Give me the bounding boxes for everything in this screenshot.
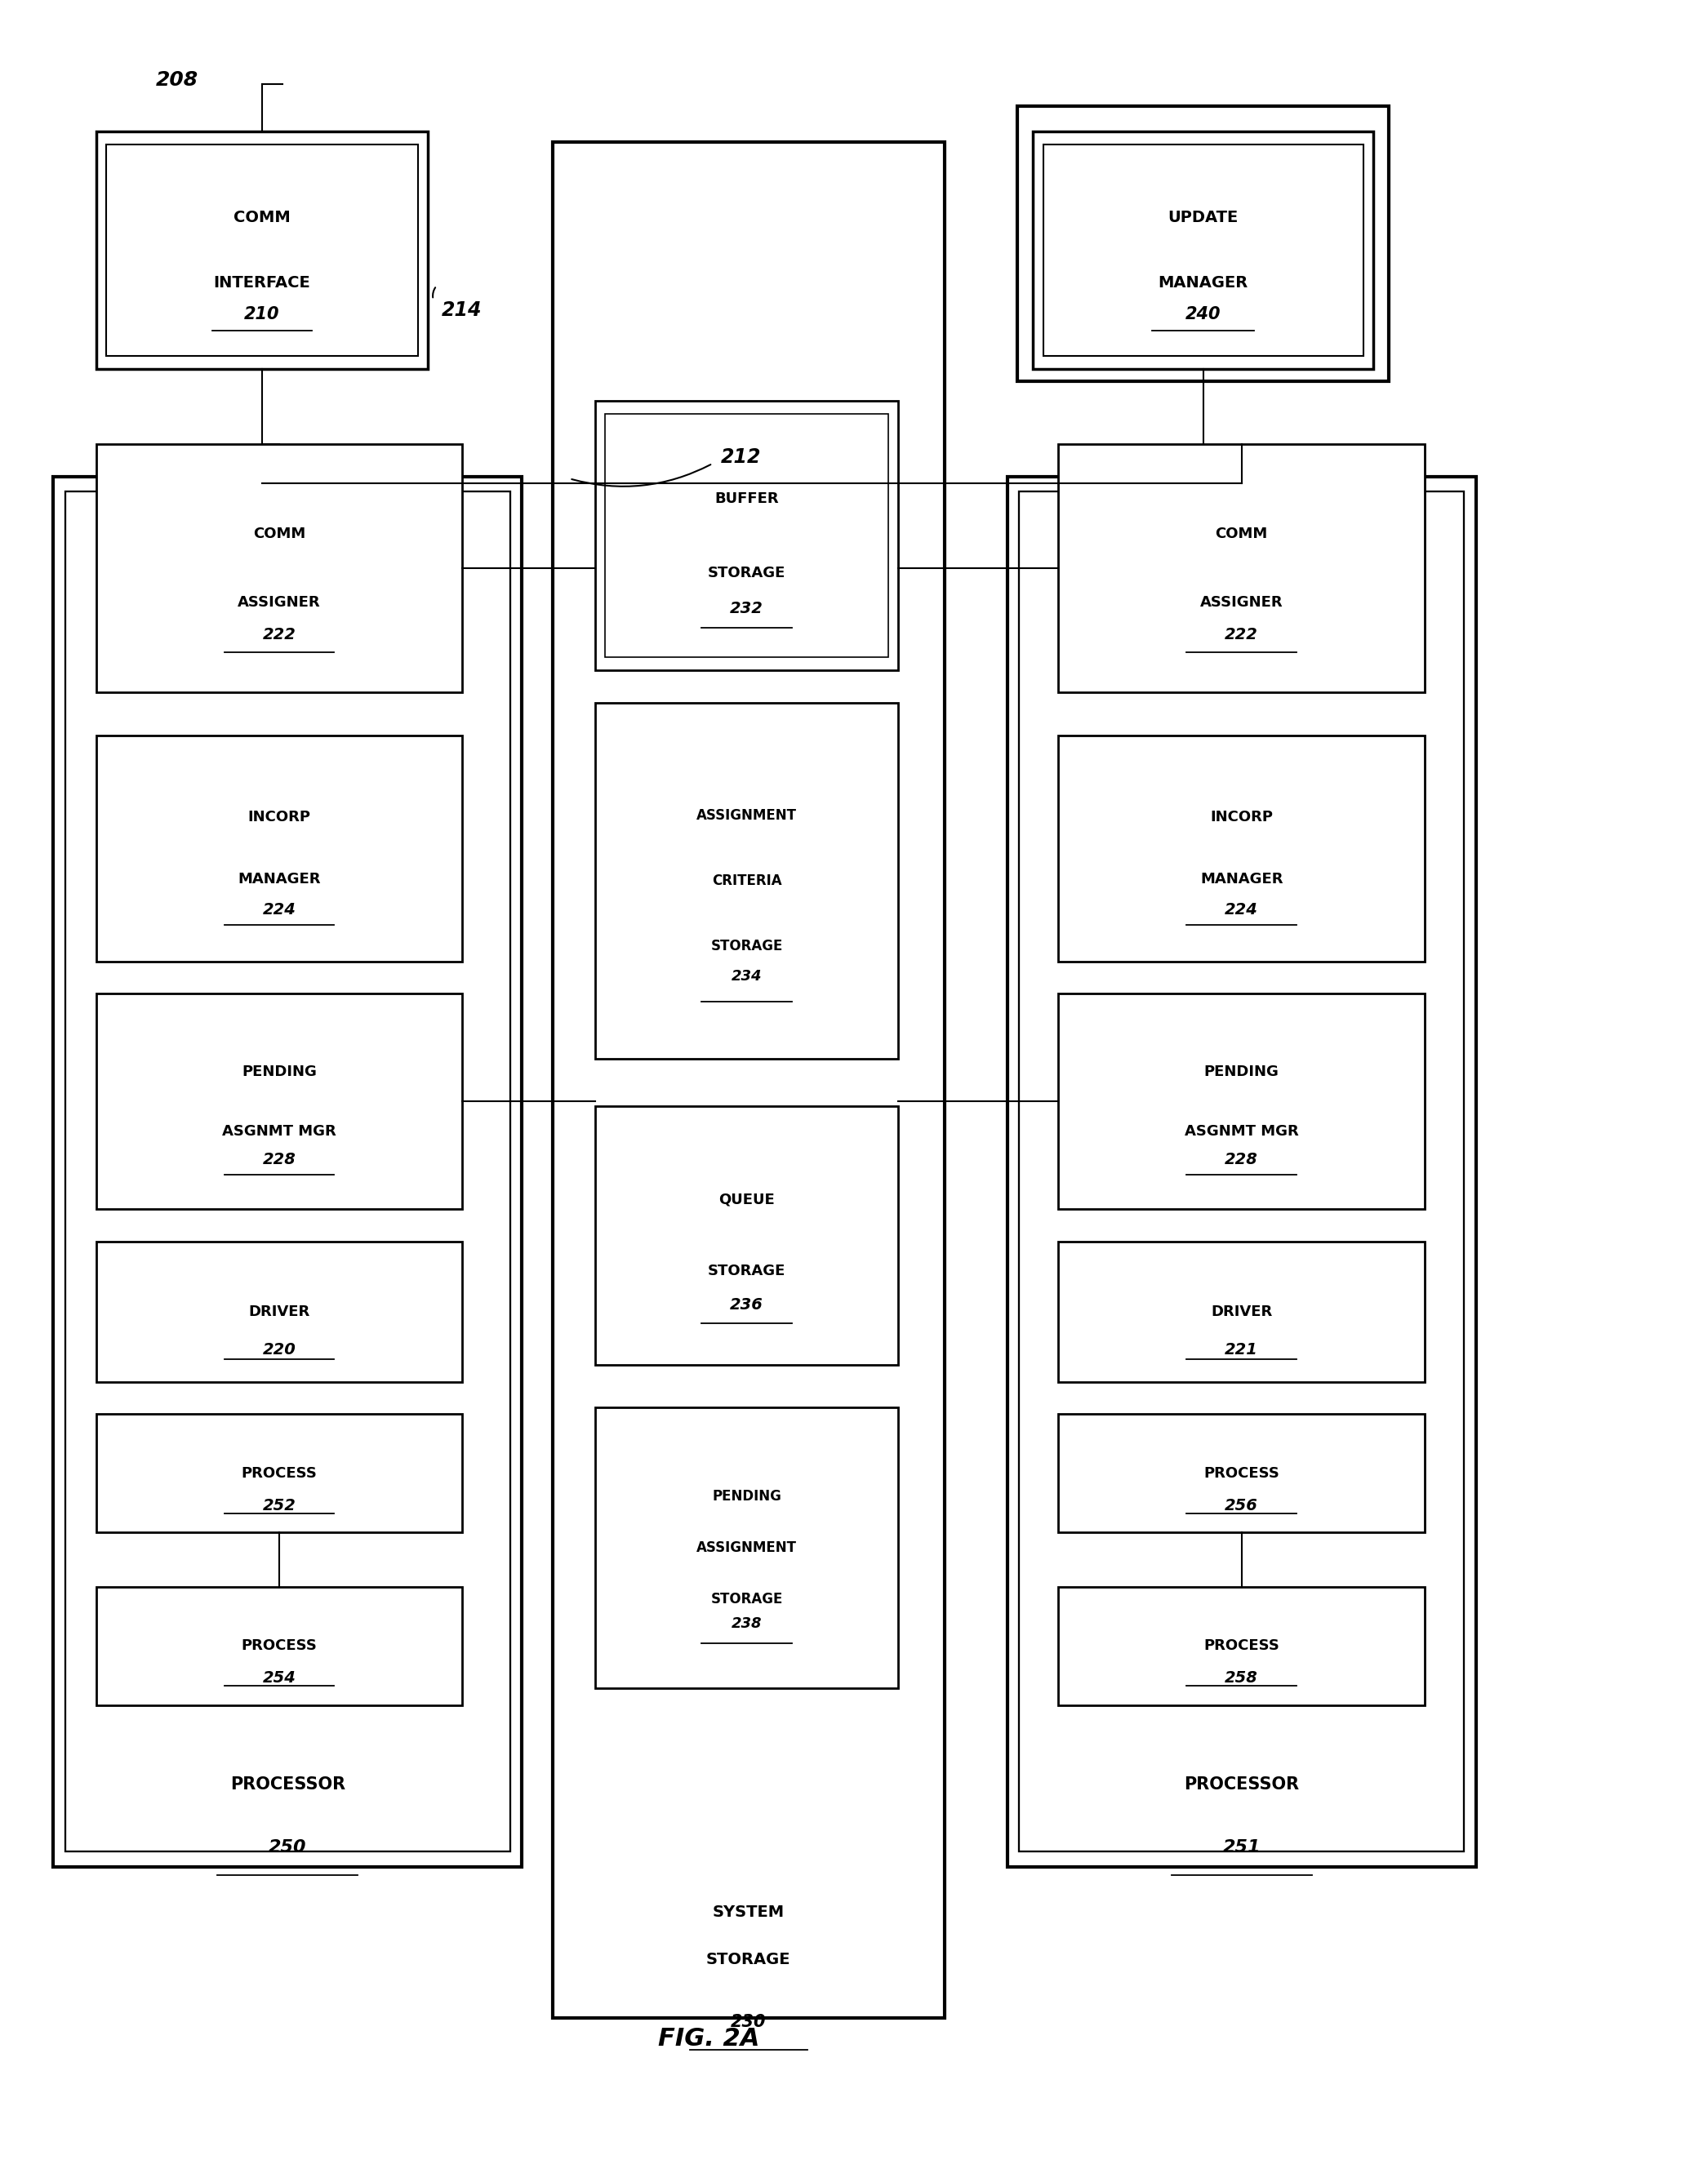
Text: DRIVER: DRIVER [248,1305,309,1320]
Bar [594,1408,898,1687]
FancyArrowPatch shape [572,464,711,486]
Text: INCORP: INCORP [1209,810,1272,825]
Text: 238: 238 [731,1616,762,1631]
Text: 220: 220 [263,1341,295,1356]
Bar [1018,106,1389,382]
Text: PENDING: PENDING [712,1488,781,1503]
Text: COMM: COMM [253,527,306,542]
Text: UPDATE: UPDATE [1168,210,1238,225]
Bar [96,1242,463,1382]
Bar [594,702,898,1058]
Text: COMM: COMM [234,210,290,225]
Text: STORAGE: STORAGE [705,1953,791,1968]
Bar [96,734,463,961]
Text: 254: 254 [263,1670,295,1685]
Text: PROCESS: PROCESS [1204,1467,1279,1482]
Text: MANAGER: MANAGER [1158,274,1249,289]
Text: 222: 222 [263,626,295,644]
Text: ASSIGNMENT: ASSIGNMENT [697,1540,798,1555]
Text: 258: 258 [1225,1670,1259,1685]
FancyArrowPatch shape [432,287,436,298]
Text: 214: 214 [442,300,482,320]
Bar [96,994,463,1210]
Text: INTERFACE: INTERFACE [214,274,311,289]
Text: 228: 228 [263,1151,295,1169]
Bar [106,145,418,356]
Text: MANAGER: MANAGER [237,873,321,888]
Text: SYSTEM: SYSTEM [712,1905,784,1920]
Text: 234: 234 [731,970,762,985]
Text: 224: 224 [1225,901,1259,918]
Text: PENDING: PENDING [241,1065,316,1080]
Bar [1020,492,1464,1851]
Text: 230: 230 [731,2013,767,2030]
Text: 251: 251 [1223,1838,1261,1855]
Text: PROCESSOR: PROCESSOR [1184,1778,1300,1793]
Text: COMM: COMM [1216,527,1267,542]
Text: 210: 210 [244,307,280,322]
Text: PENDING: PENDING [1204,1065,1279,1080]
Bar [53,477,523,1866]
Text: 250: 250 [268,1838,306,1855]
Text: PROCESS: PROCESS [241,1467,318,1482]
Bar [605,415,888,657]
Text: 256: 256 [1225,1497,1259,1514]
Bar [65,492,511,1851]
Text: ASSIGNER: ASSIGNER [237,594,321,609]
Text: FIG. 2A: FIG. 2A [658,2028,760,2052]
Bar [96,1588,463,1704]
Bar [552,143,945,2017]
Text: INCORP: INCORP [248,810,311,825]
Text: ASSIGNER: ASSIGNER [1201,594,1283,609]
Text: 236: 236 [729,1298,763,1313]
Text: STORAGE: STORAGE [711,1592,782,1607]
Text: MANAGER: MANAGER [1201,873,1283,888]
Text: 222: 222 [1225,626,1259,644]
Text: QUEUE: QUEUE [719,1192,775,1207]
Text: ASGNMT MGR: ASGNMT MGR [1184,1123,1298,1138]
Bar [1033,132,1373,369]
Bar [1059,734,1424,961]
Text: 228: 228 [1225,1151,1259,1169]
Text: 208: 208 [155,69,198,91]
Text: 232: 232 [729,600,763,616]
Bar [1059,1415,1424,1534]
Text: 221: 221 [1225,1341,1259,1356]
Bar [594,402,898,670]
Text: 240: 240 [1185,307,1221,322]
Bar [1059,994,1424,1210]
Text: 224: 224 [263,901,295,918]
Text: STORAGE: STORAGE [707,1264,786,1279]
Text: 252: 252 [263,1497,295,1514]
Text: PROCESS: PROCESS [241,1639,318,1652]
Bar [1044,145,1363,356]
Bar [1059,445,1424,691]
Text: BUFFER: BUFFER [714,490,779,505]
Text: PROCESSOR: PROCESSOR [231,1778,345,1793]
Text: STORAGE: STORAGE [707,566,786,581]
Bar [96,132,429,369]
Bar [1059,1588,1424,1704]
Text: ASSIGNMENT: ASSIGNMENT [697,808,798,823]
Text: CRITERIA: CRITERIA [712,873,782,888]
Bar [1059,1242,1424,1382]
Text: ASGNMT MGR: ASGNMT MGR [222,1123,336,1138]
Bar [96,1415,463,1534]
Bar [594,1106,898,1365]
Text: DRIVER: DRIVER [1211,1305,1272,1320]
Bar [96,445,463,691]
Text: PROCESS: PROCESS [1204,1639,1279,1652]
Text: STORAGE: STORAGE [711,937,782,953]
Bar [1008,477,1476,1866]
Text: 212: 212 [721,447,762,467]
